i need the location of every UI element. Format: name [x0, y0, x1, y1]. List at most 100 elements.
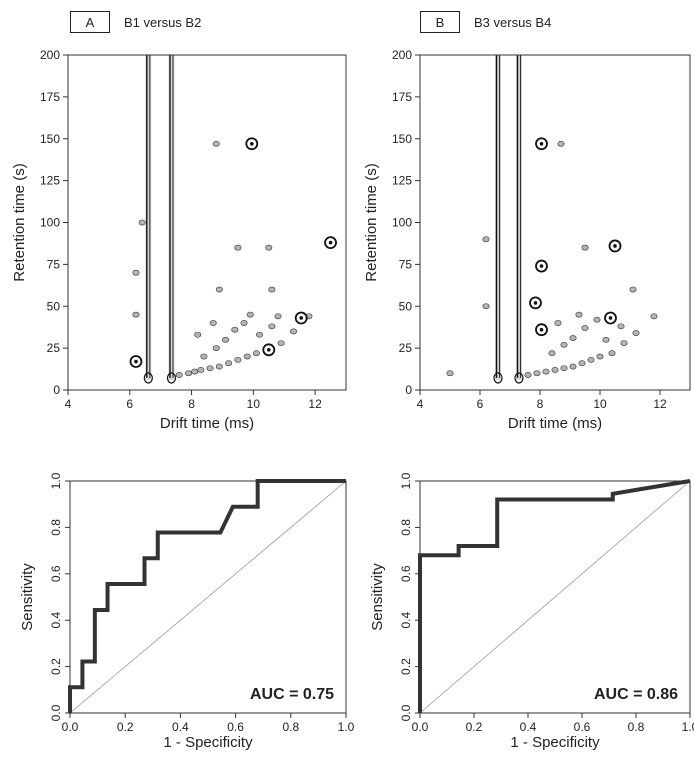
spot	[246, 311, 254, 318]
y-tick-label: 150	[392, 132, 412, 146]
marker-dot	[249, 141, 254, 146]
x-tick-label: 1.0	[682, 720, 694, 734]
spot	[482, 236, 490, 243]
x-axis-label: Drift time (ms)	[508, 415, 602, 432]
spot	[212, 140, 220, 147]
marker-dot	[299, 316, 304, 320]
x-axis-label: Drift time (ms)	[160, 415, 254, 432]
marker-ring	[245, 137, 259, 151]
spot	[581, 244, 589, 251]
spot	[209, 320, 217, 326]
spot	[231, 326, 239, 333]
marker-ring	[262, 343, 276, 357]
y-tick-label: 200	[40, 48, 60, 62]
marker-dot	[328, 240, 333, 245]
spot	[138, 219, 146, 226]
spot	[212, 345, 220, 352]
y-tick-label: 25	[399, 341, 413, 355]
auc-annotation: AUC = 0.86	[594, 686, 678, 703]
marker-ring	[535, 259, 548, 273]
panel-letter-b: B	[420, 11, 460, 33]
spot	[548, 350, 556, 357]
y-tick-label: 0	[405, 383, 412, 397]
spot	[554, 320, 562, 326]
marker-dot	[266, 348, 271, 352]
spot	[581, 325, 589, 331]
plot-frame	[419, 54, 691, 391]
marker-dot	[539, 141, 544, 146]
band-end	[514, 372, 524, 384]
spot	[560, 341, 568, 348]
y-tick-label: 125	[40, 174, 60, 188]
spot	[593, 316, 601, 323]
y-tick-label: 200	[392, 48, 412, 62]
y-tick-label: 0.4	[399, 612, 413, 629]
auc-annotation: AUC = 0.75	[250, 686, 334, 703]
y-tick-label: 100	[392, 216, 412, 230]
band-bg	[495, 55, 501, 380]
plot-frame	[69, 480, 347, 714]
spot	[578, 360, 586, 367]
spot	[542, 368, 550, 375]
y-tick-label: 0.4	[49, 612, 63, 629]
y-tick-label: 50	[399, 299, 413, 313]
x-tick-label: 0.8	[628, 720, 645, 734]
y-axis-label: Sensitivity	[369, 563, 386, 631]
y-tick-label: 75	[47, 257, 61, 271]
y-tick-label: 0	[53, 383, 60, 397]
spot	[560, 365, 568, 372]
marker-ring	[324, 236, 337, 250]
y-axis-label: Retention time (s)	[363, 163, 380, 281]
spot	[482, 303, 490, 310]
x-tick-label: 6	[126, 397, 133, 411]
y-tick-label: 100	[40, 216, 60, 230]
y-tick-label: 0.6	[49, 565, 63, 582]
diagonal-line	[69, 480, 347, 714]
marker-dot	[134, 359, 138, 364]
roc-curve	[68, 479, 346, 713]
spot	[222, 336, 230, 343]
spot	[277, 340, 285, 346]
x-tick-label: 10	[593, 397, 607, 411]
spot	[256, 331, 264, 338]
band-bg	[516, 55, 522, 380]
panel-label-a: B1 versus B2	[124, 14, 202, 30]
spot	[533, 370, 541, 377]
x-tick-label: 0.4	[172, 720, 189, 734]
x-tick-label: 10	[247, 397, 261, 411]
spot	[175, 372, 183, 378]
spot	[524, 372, 532, 378]
spot	[274, 313, 282, 320]
y-tick-label: 0.8	[399, 519, 413, 536]
spot	[206, 365, 214, 372]
x-tick-label: 0.0	[412, 720, 429, 734]
spot	[617, 323, 625, 330]
band-bg	[145, 55, 152, 380]
y-axis-label: Retention time (s)	[11, 163, 28, 281]
chart-A-top: 4 6 8 10 12 0 25 50 75 100 125 150 175 200 Drift time …	[11, 48, 347, 432]
spot	[650, 313, 658, 320]
marker-ring	[608, 239, 622, 253]
diagonal-line	[419, 480, 691, 714]
marker-dot	[608, 316, 613, 320]
panel-letter-a: A	[70, 11, 110, 33]
x-tick-label: 0.2	[466, 720, 483, 734]
marker-ring	[535, 323, 548, 337]
y-tick-label: 1.0	[49, 472, 63, 489]
x-tick-label: 12	[308, 397, 322, 411]
spot	[215, 286, 223, 293]
marker-ring	[129, 355, 143, 368]
panel-tag-b: B B3 versus B4	[420, 10, 551, 34]
spot	[587, 356, 595, 363]
spot	[620, 340, 628, 346]
plot-frame	[67, 54, 347, 391]
spot	[265, 244, 273, 251]
y-tick-label: 125	[392, 174, 412, 188]
x-tick-label: 12	[653, 397, 667, 411]
x-tick-label: 0.4	[520, 720, 537, 734]
x-axis-label: 1 - Specificity	[510, 734, 600, 751]
x-tick-label: 6	[477, 397, 484, 411]
spot	[194, 331, 202, 338]
y-tick-label: 0.0	[49, 704, 63, 721]
